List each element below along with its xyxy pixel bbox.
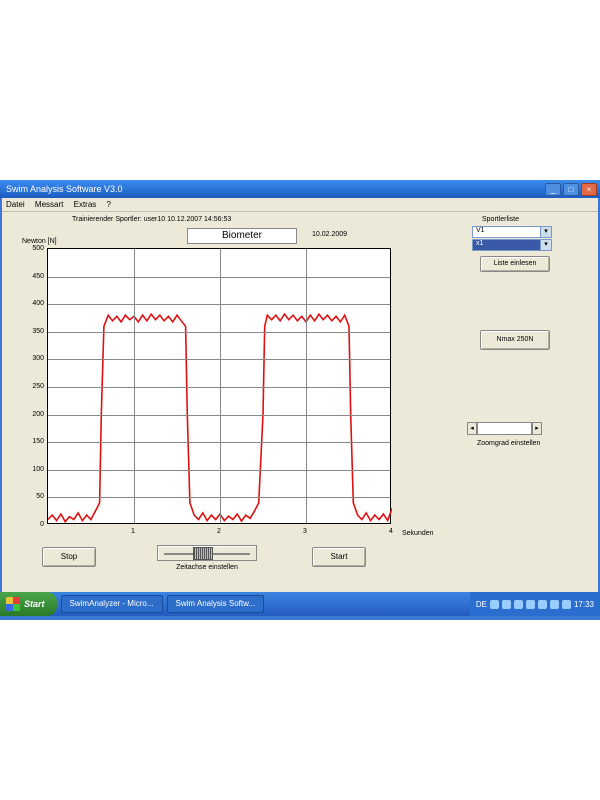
spinner-right-icon[interactable]: ▸ (532, 422, 542, 435)
force-chart: 0501001502002503003504004505001234 (47, 248, 391, 524)
sportler-select-1[interactable]: V1▾ (472, 226, 552, 238)
tray-icon[interactable] (526, 600, 535, 609)
start-button[interactable]: Start (312, 547, 366, 567)
tray-icon[interactable] (562, 600, 571, 609)
start-menu-button[interactable]: Start (0, 592, 57, 616)
app-body: Trainierender Sportler: user10 10.12.200… (2, 212, 598, 592)
chevron-down-icon: ▾ (540, 240, 551, 250)
sportler-select-2[interactable]: x1▾ (472, 239, 552, 251)
slider-thumb-icon[interactable] (193, 547, 213, 560)
clock: 17:33 (574, 600, 594, 609)
menubar: Datei Messart Extras ? (2, 198, 598, 212)
language-indicator[interactable]: DE (476, 600, 487, 609)
windows-logo-icon (6, 597, 20, 611)
spinner-left-icon[interactable]: ◂ (467, 422, 477, 435)
time-axis-label: Zeitachse einstellen (157, 564, 257, 571)
minimize-button[interactable]: _ (545, 183, 561, 196)
time-axis-slider[interactable] (157, 545, 257, 561)
taskbar: Start SwimAnalyzer - Micro... Swim Analy… (0, 592, 600, 616)
load-list-button[interactable]: Liste einlesen (480, 256, 550, 272)
chart-date: 10.02.2009 (312, 231, 347, 238)
spinner-value[interactable] (477, 422, 532, 435)
tray-icon[interactable] (550, 600, 559, 609)
sportler-list-label: Sportlerliste (482, 216, 519, 223)
y-axis-title: Newton [N] (22, 238, 57, 245)
menu-datei[interactable]: Datei (6, 200, 25, 209)
tray-icon[interactable] (538, 600, 547, 609)
menu-extras[interactable]: Extras (74, 200, 97, 209)
maximize-button[interactable]: □ (563, 183, 579, 196)
menu-messart[interactable]: Messart (35, 200, 63, 209)
x-axis-title: Sekunden (402, 530, 434, 537)
chart-title: Biometer (187, 228, 297, 244)
chevron-down-icon: ▾ (540, 227, 551, 237)
close-button[interactable]: × (581, 183, 597, 196)
window-title: Swim Analysis Software V3.0 (6, 180, 123, 198)
tray-icon[interactable] (502, 600, 511, 609)
window-titlebar: Swim Analysis Software V3.0 _ □ × (0, 180, 600, 198)
nmax-button[interactable]: Nmax 250N (480, 330, 550, 350)
menu-help[interactable]: ? (107, 200, 111, 209)
stop-button[interactable]: Stop (42, 547, 96, 567)
system-tray[interactable]: DE 17:33 (470, 592, 600, 616)
taskbar-item-1[interactable]: SwimAnalyzer - Micro... (61, 595, 163, 613)
tray-icon[interactable] (490, 600, 499, 609)
zoom-label: Zoomgrad einstellen (477, 440, 540, 447)
tray-icon[interactable] (514, 600, 523, 609)
zoom-spinner[interactable]: ◂▸ (467, 422, 542, 435)
taskbar-item-2[interactable]: Swim Analysis Softw... (167, 595, 265, 613)
